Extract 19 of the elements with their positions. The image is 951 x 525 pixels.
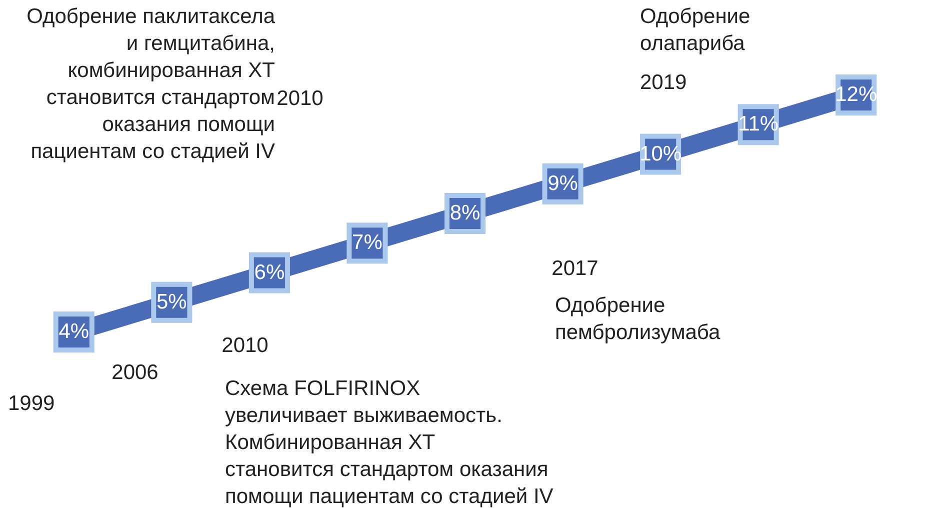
annotation: Одобрение паклитаксела и гемцитабина, комбинированная ХТ становится стандартом оказания помощи пациентам со стадией IV — [26, 5, 276, 163]
data-label: 8% — [450, 202, 480, 224]
data-label: 10% — [640, 142, 682, 166]
data-label: 6% — [254, 260, 285, 284]
data-label: 11% — [738, 112, 779, 136]
text: Схема FOLFIRINOX увеличивает выживаемость. Комбинированная ХТ становится стандартом оказания помощи пациентам со стадией IV — [225, 377, 554, 508]
text: 1999 — [8, 392, 55, 415]
data-label: 7% — [352, 231, 382, 254]
data-label: 12% — [835, 83, 878, 106]
data-label: 9% — [548, 172, 578, 195]
data-label: 5% — [156, 290, 187, 314]
text: Одобрение олапариба — [640, 5, 750, 55]
data-label: 4% — [58, 320, 90, 343]
text: 2019 — [640, 71, 687, 94]
annotation: 2017 — [552, 257, 598, 280]
annotation: Одобрение пембролизумаба — [555, 294, 720, 344]
text: 2006 — [112, 361, 158, 384]
text: 2010 — [222, 334, 268, 357]
annotation: 2010 — [276, 87, 324, 110]
